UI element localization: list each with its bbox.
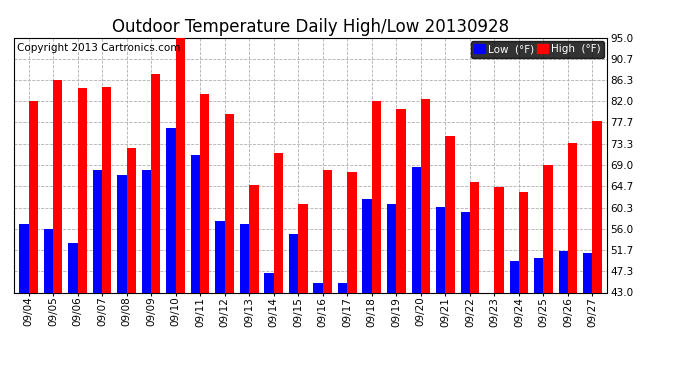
Bar bbox=[77, 88, 87, 375]
Bar bbox=[593, 121, 602, 375]
Bar bbox=[387, 204, 396, 375]
Bar bbox=[396, 109, 406, 375]
Bar bbox=[126, 148, 136, 375]
Bar bbox=[19, 224, 28, 375]
Legend: Low  (°F), High  (°F): Low (°F), High (°F) bbox=[471, 40, 604, 58]
Bar bbox=[485, 292, 495, 375]
Bar bbox=[362, 200, 372, 375]
Bar bbox=[249, 184, 259, 375]
Bar bbox=[347, 172, 357, 375]
Bar bbox=[338, 283, 347, 375]
Bar bbox=[43, 229, 53, 375]
Bar bbox=[102, 87, 111, 375]
Bar bbox=[495, 187, 504, 375]
Bar bbox=[436, 207, 445, 375]
Bar bbox=[289, 234, 298, 375]
Text: Copyright 2013 Cartronics.com: Copyright 2013 Cartronics.com bbox=[17, 43, 180, 52]
Bar bbox=[519, 192, 529, 375]
Bar bbox=[559, 251, 568, 375]
Bar bbox=[176, 38, 185, 375]
Bar bbox=[313, 283, 323, 375]
Bar bbox=[28, 101, 38, 375]
Bar bbox=[411, 168, 421, 375]
Bar bbox=[92, 170, 102, 375]
Bar bbox=[117, 175, 126, 375]
Bar bbox=[323, 170, 332, 375]
Bar bbox=[166, 128, 176, 375]
Bar bbox=[151, 74, 161, 375]
Bar bbox=[142, 170, 151, 375]
Bar bbox=[274, 153, 283, 375]
Bar bbox=[421, 99, 430, 375]
Bar bbox=[68, 243, 77, 375]
Bar bbox=[372, 101, 381, 375]
Bar bbox=[215, 221, 225, 375]
Bar bbox=[240, 224, 249, 375]
Bar bbox=[568, 143, 578, 375]
Bar bbox=[264, 273, 274, 375]
Bar bbox=[510, 261, 519, 375]
Bar bbox=[470, 182, 479, 375]
Title: Outdoor Temperature Daily High/Low 20130928: Outdoor Temperature Daily High/Low 20130… bbox=[112, 18, 509, 36]
Bar bbox=[534, 258, 544, 375]
Bar bbox=[460, 211, 470, 375]
Bar bbox=[225, 114, 234, 375]
Bar bbox=[445, 136, 455, 375]
Bar bbox=[544, 165, 553, 375]
Bar bbox=[583, 253, 593, 375]
Bar bbox=[200, 94, 210, 375]
Bar bbox=[53, 80, 62, 375]
Bar bbox=[298, 204, 308, 375]
Bar bbox=[191, 155, 200, 375]
